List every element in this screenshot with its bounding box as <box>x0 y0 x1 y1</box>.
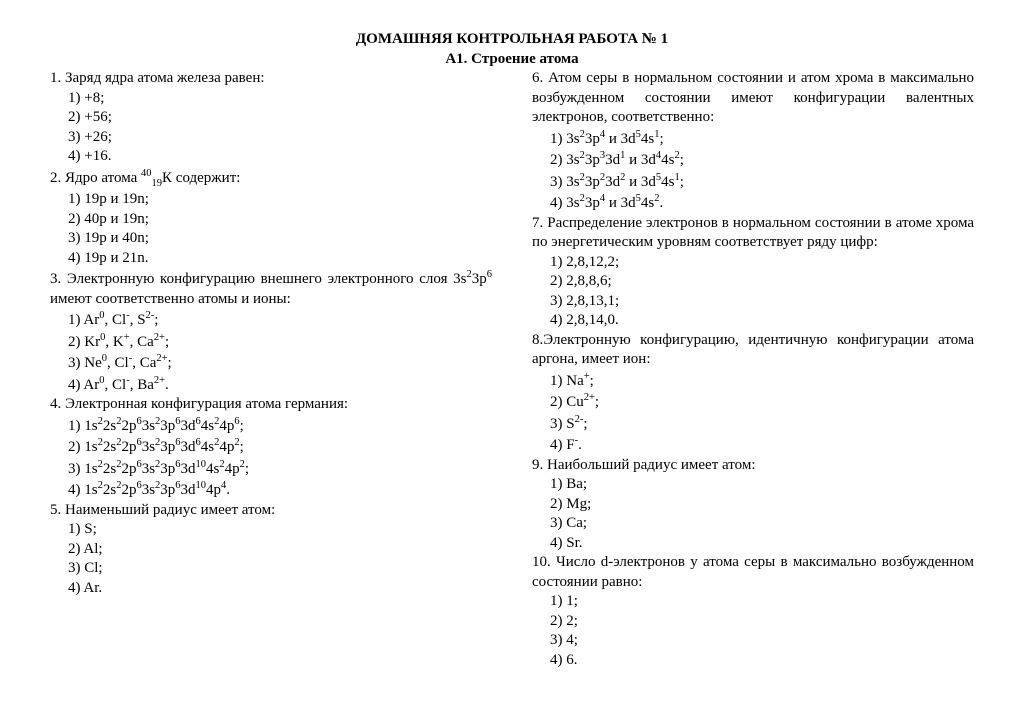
q7-opt3: 3) 2,8,13,1; <box>532 292 974 312</box>
q10-opt3: 3) 4; <box>532 631 974 651</box>
q3-opt2: 2) Kr0, K+, Ca2+; <box>50 331 492 353</box>
q9-opt1: 1) Ba; <box>532 475 974 495</box>
q1-opt1: 1) +8; <box>50 89 492 109</box>
q4-opt3: 3) 1s22s22p63s23p63d104s24p2; <box>50 458 492 480</box>
question-9: 9. Наибольший радиус имеет атом: <box>532 456 974 476</box>
q5-opt3: 3) Cl; <box>50 559 492 579</box>
q8-opt4: 4) F-. <box>532 434 974 456</box>
question-6: 6. Атом серы в нормальном состоянии и ат… <box>532 69 974 128</box>
q10-opt1: 1) 1; <box>532 592 974 612</box>
q5-opt4: 4) Ar. <box>50 579 492 599</box>
q6-opt2: 2) 3s23p33d1 и 3d44s2; <box>532 149 974 171</box>
q5-opt1: 1) S; <box>50 520 492 540</box>
question-1: 1. Заряд ядра атома железа равен: <box>50 69 492 89</box>
question-3: 3. Электронную конфигурацию внешнего эле… <box>50 268 492 309</box>
q10-opt2: 2) 2; <box>532 612 974 632</box>
q2-opt4: 4) 19p и 21n. <box>50 249 492 269</box>
question-5: 5. Наименьший радиус имеет атом: <box>50 501 492 521</box>
q6-opt3: 3) 3s23p23d2 и 3d54s1; <box>532 171 974 193</box>
page-title: ДОМАШНЯЯ КОНТРОЛЬНАЯ РАБОТА № 1 <box>50 30 974 50</box>
q9-opt4: 4) Sr. <box>532 534 974 554</box>
q7-opt2: 2) 2,8,8,6; <box>532 272 974 292</box>
page-subtitle: А1. Строение атома <box>50 50 974 70</box>
question-8: 8.Электронную конфигурацию, идентичную к… <box>532 331 974 370</box>
q6-opt4: 4) 3s23p4 и 3d54s2. <box>532 192 974 214</box>
q1-opt2: 2) +56; <box>50 108 492 128</box>
q7-opt4: 4) 2,8,14,0. <box>532 311 974 331</box>
q8-opt2: 2) Cu2+; <box>532 391 974 413</box>
q2-opt3: 3) 19p и 40n; <box>50 229 492 249</box>
q5-opt2: 2) Al; <box>50 540 492 560</box>
q4-opt4: 4) 1s22s22p63s23p63d104p4. <box>50 479 492 501</box>
q4-opt1: 1) 1s22s22p63s23p63d64s24p6; <box>50 415 492 437</box>
q9-opt3: 3) Ca; <box>532 514 974 534</box>
q1-opt4: 4) +16. <box>50 147 492 167</box>
q3-opt3: 3) Ne0, Cl-, Ca2+; <box>50 352 492 374</box>
question-4: 4. Электронная конфигурация атома герман… <box>50 395 492 415</box>
question-7: 7. Распределение электронов в нормальном… <box>532 214 974 253</box>
question-2: 2. Ядро атома 4019К содержит: <box>50 167 492 191</box>
q6-opt1: 1) 3s23p4 и 3d54s1; <box>532 128 974 150</box>
q8-opt1: 1) Na+; <box>532 370 974 392</box>
q3-opt4: 4) Ar0, Cl-, Ba2+. <box>50 374 492 396</box>
q9-opt2: 2) Mg; <box>532 495 974 515</box>
q8-opt3: 3) S2-; <box>532 413 974 435</box>
q4-opt2: 2) 1s22s22p63s23p63d64s24p2; <box>50 436 492 458</box>
question-10: 10. Число d-электронов у атома серы в ма… <box>532 553 974 592</box>
q10-opt4: 4) 6. <box>532 651 974 671</box>
content-columns: 1. Заряд ядра атома железа равен: 1) +8;… <box>50 69 974 670</box>
q1-opt3: 3) +26; <box>50 128 492 148</box>
q2-opt2: 2) 40p и 19n; <box>50 210 492 230</box>
q3-opt1: 1) Ar0, Cl-, S2-; <box>50 309 492 331</box>
q7-opt1: 1) 2,8,12,2; <box>532 253 974 273</box>
q2-opt1: 1) 19p и 19n; <box>50 190 492 210</box>
